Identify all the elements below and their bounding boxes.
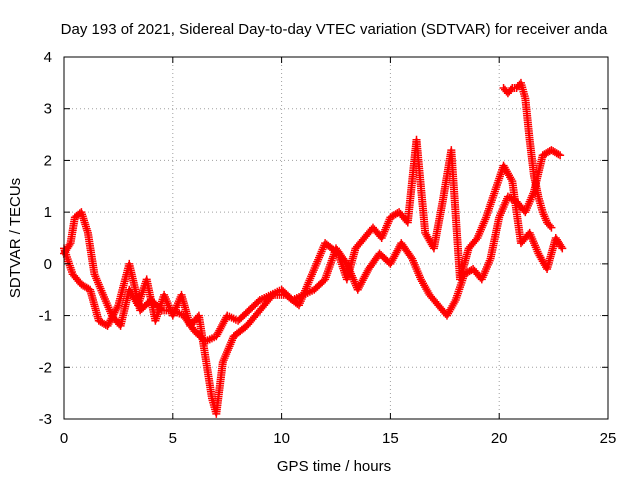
data-point xyxy=(547,223,556,232)
x-tick-label: 20 xyxy=(491,430,508,447)
y-axis-label: SDTVAR / TECUs xyxy=(7,178,24,298)
x-tick-label: 25 xyxy=(600,430,617,447)
y-tick-label: -3 xyxy=(39,411,52,428)
series-track-b xyxy=(60,146,565,346)
x-tick-label: 0 xyxy=(60,430,68,447)
y-tick-label: -1 xyxy=(39,308,52,325)
data-point xyxy=(558,244,567,253)
x-axis-ticks: 0 5 10 15 20 25 xyxy=(60,57,617,447)
y-tick-label: 1 xyxy=(44,204,52,221)
y-tick-label: 3 xyxy=(44,101,52,118)
y-tick-label: 0 xyxy=(44,256,52,273)
y-tick-label: 2 xyxy=(44,152,52,169)
series-track-c xyxy=(499,78,556,232)
x-tick-label: 5 xyxy=(169,430,177,447)
x-axis-label: GPS time / hours xyxy=(277,458,391,475)
data-point-trail xyxy=(506,85,515,94)
y-tick-label: 4 xyxy=(44,49,52,66)
data-point-trail xyxy=(554,150,563,159)
data-point-trail xyxy=(65,240,74,249)
y-tick-label: -2 xyxy=(39,359,52,376)
y-axis-ticks: -3 -2 -1 0 1 2 3 4 xyxy=(39,49,608,428)
data-point-trail xyxy=(156,304,165,313)
chart-title: Day 193 of 2021, Sidereal Day-to-day VTE… xyxy=(61,21,608,38)
grid-lines xyxy=(64,57,608,419)
plot-frame xyxy=(63,56,609,420)
data-point-trail xyxy=(113,303,122,312)
x-tick-label: 10 xyxy=(273,430,290,447)
x-tick-label: 15 xyxy=(382,430,399,447)
data-point-trail xyxy=(545,221,554,230)
data-series-layer xyxy=(60,78,567,418)
data-point-trail xyxy=(557,242,566,251)
data-point xyxy=(556,151,565,160)
